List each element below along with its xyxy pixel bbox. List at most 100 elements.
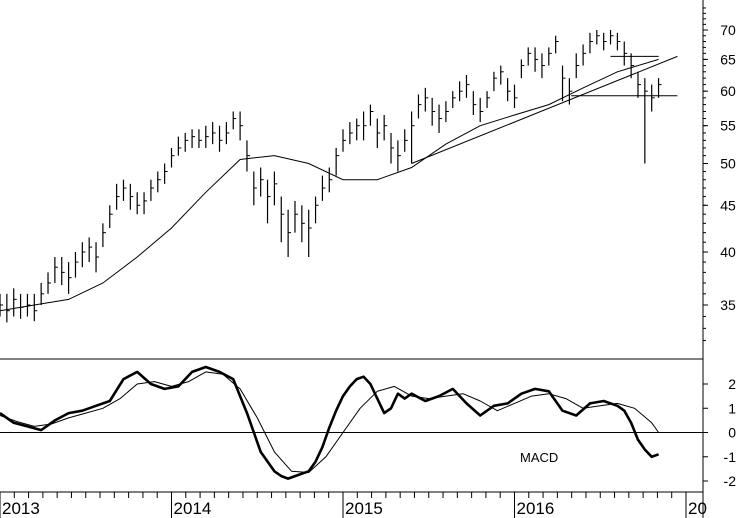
price-bar bbox=[19, 293, 24, 319]
price-bar bbox=[548, 47, 552, 66]
price-bar bbox=[225, 122, 230, 145]
price-bar bbox=[232, 111, 237, 130]
price-bar bbox=[603, 32, 607, 51]
price-bar bbox=[81, 242, 86, 268]
price-bar bbox=[191, 129, 196, 148]
price-bar bbox=[177, 136, 182, 156]
macd-y-tick-label: -1 bbox=[724, 449, 737, 465]
macd-panel bbox=[0, 365, 703, 480]
x-tick-label: 2014 bbox=[174, 499, 212, 518]
price-bar bbox=[13, 288, 17, 317]
price-bar bbox=[335, 147, 340, 176]
price-bar bbox=[390, 132, 395, 164]
price-bar bbox=[266, 179, 271, 224]
price-bar bbox=[314, 196, 319, 224]
price-bar bbox=[589, 32, 593, 54]
price-bar bbox=[198, 129, 202, 148]
price-bar bbox=[150, 179, 154, 201]
price-bar bbox=[95, 242, 100, 273]
price-bar bbox=[411, 111, 415, 164]
price-bar bbox=[239, 111, 244, 141]
price-bar bbox=[122, 179, 127, 201]
price-bar bbox=[623, 41, 628, 66]
macd-label: MACD bbox=[520, 450, 558, 465]
price-bar bbox=[452, 91, 456, 109]
price-bar bbox=[582, 44, 587, 66]
price-bar bbox=[0, 293, 3, 317]
price-bar bbox=[424, 87, 429, 112]
price-bar bbox=[109, 205, 113, 228]
macd-y-tick-label: 2 bbox=[728, 376, 736, 392]
axes: 35 40 45 50 55 60 65 70 -2 -1 0 1 2 2013 2014 2015 2016 2… bbox=[0, 0, 736, 518]
price-bar bbox=[507, 78, 511, 102]
price-y-tick-label: 55 bbox=[720, 118, 736, 134]
price-bar bbox=[609, 30, 614, 45]
price-bar bbox=[651, 84, 655, 112]
price-bar bbox=[205, 125, 209, 148]
price-bar bbox=[294, 200, 298, 233]
macd-y-tick-label: 1 bbox=[728, 400, 736, 416]
price-bar bbox=[170, 147, 175, 168]
price-bar bbox=[129, 183, 134, 210]
price-bar bbox=[534, 47, 539, 72]
price-y-tick-label: 65 bbox=[720, 51, 736, 67]
price-bar bbox=[67, 262, 72, 294]
price-bar bbox=[527, 47, 532, 66]
x-tick-label: 20 bbox=[688, 499, 707, 518]
price-bar bbox=[520, 59, 525, 79]
price-bar bbox=[61, 257, 65, 286]
price-y-tick-label: 60 bbox=[720, 83, 736, 99]
price-bar bbox=[308, 209, 312, 258]
price-bar bbox=[157, 171, 161, 193]
macd-y-tick-label: 0 bbox=[728, 425, 736, 441]
price-bar bbox=[616, 32, 621, 51]
price-bar bbox=[246, 140, 250, 172]
price-bar bbox=[362, 111, 367, 141]
price-bar bbox=[301, 205, 305, 243]
price-bar bbox=[644, 78, 648, 164]
price-bar bbox=[541, 53, 545, 79]
price-y-tick-label: 45 bbox=[720, 197, 736, 213]
price-bar bbox=[47, 272, 52, 294]
price-bar bbox=[493, 71, 497, 92]
price-bar bbox=[143, 192, 148, 215]
macd-y-tick-label: -2 bbox=[724, 473, 737, 489]
price-y-tick-label: 50 bbox=[720, 155, 736, 171]
price-bar bbox=[74, 252, 79, 278]
price-bar bbox=[369, 104, 374, 126]
x-tick-label: 2015 bbox=[345, 499, 383, 518]
price-bar bbox=[40, 282, 45, 305]
price-bar bbox=[438, 104, 443, 133]
price-bar bbox=[376, 118, 381, 148]
price-bar bbox=[287, 209, 292, 258]
price-bar bbox=[637, 71, 641, 98]
price-bar bbox=[6, 293, 10, 323]
price-bar bbox=[321, 175, 326, 201]
price-bar bbox=[630, 53, 635, 79]
price-y-tick-label: 35 bbox=[720, 297, 736, 313]
price-bar bbox=[26, 293, 31, 317]
price-bar bbox=[479, 97, 484, 123]
price-bar bbox=[328, 167, 333, 193]
price-bar bbox=[500, 65, 504, 85]
price-bar bbox=[164, 163, 168, 184]
price-bar bbox=[342, 129, 346, 152]
price-bar bbox=[561, 65, 566, 102]
signal-line bbox=[0, 371, 660, 473]
x-tick-label: 2016 bbox=[517, 499, 555, 518]
price-bar bbox=[486, 91, 491, 109]
price-bar bbox=[555, 35, 559, 54]
price-bar bbox=[280, 196, 285, 243]
price-bar bbox=[383, 115, 388, 141]
price-bar bbox=[260, 167, 264, 197]
price-bar bbox=[54, 257, 58, 283]
price-bar bbox=[513, 84, 518, 109]
price-bar bbox=[472, 91, 477, 116]
price-bar bbox=[253, 171, 257, 206]
price-bar bbox=[356, 118, 360, 141]
price-y-tick-label: 70 bbox=[720, 22, 736, 38]
price-bar bbox=[184, 132, 189, 152]
price-bar bbox=[431, 97, 436, 126]
price-bar bbox=[568, 78, 573, 105]
